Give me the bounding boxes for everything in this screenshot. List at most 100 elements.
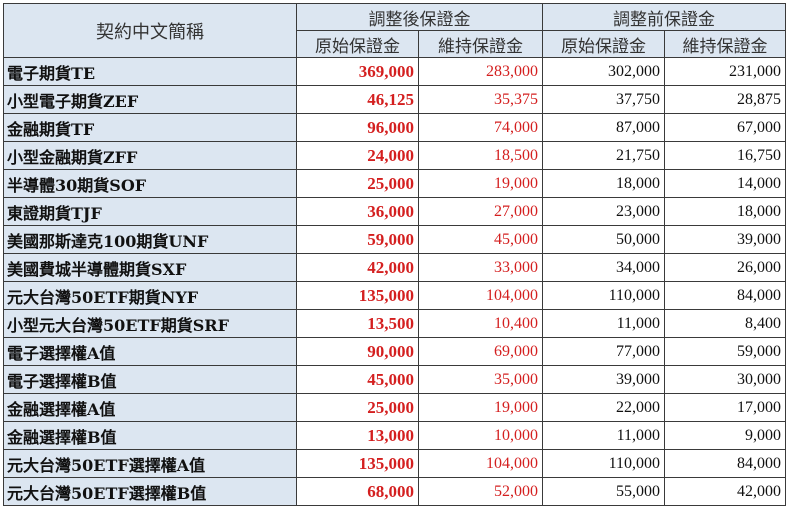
adjusted-maintenance-margin-cell: 10,000 (418, 421, 543, 450)
adjusted-maintenance-margin-cell: 35,375 (418, 85, 543, 114)
adjusted-maintenance-margin-cell: 283,000 (418, 57, 543, 86)
header-adjusted-maintenance: 維持保證金 (418, 30, 543, 58)
previous-maintenance-margin-cell: 8,400 (664, 309, 786, 338)
header-row-groups: 契約中文簡稱 調整後保證金 調整前保證金 (3, 3, 786, 58)
header-row-subcolumns: 原始保證金 維持保證金 原始保證金 維持保證金 (4, 30, 786, 58)
previous-initial-margin-cell: 39,000 (542, 365, 665, 394)
table-row: 金融選擇權A值 25,000 19,000 22,000 17,000 (3, 393, 786, 422)
header-previous-initial: 原始保證金 (542, 30, 665, 58)
contract-name-cell: 元大台灣50ETF選擇權B值 (3, 477, 297, 506)
header-adjusted-initial: 原始保證金 (296, 30, 419, 58)
adjusted-maintenance-margin-cell: 45,000 (418, 225, 543, 254)
table-row: 元大台灣50ETF選擇權A值 135,000 104,000 110,000 84,00… (3, 449, 786, 478)
adjusted-maintenance-margin-cell: 35,000 (418, 365, 543, 394)
table-row: 元大台灣50ETF選擇權B值 68,000 52,000 55,000 42,000 (3, 477, 786, 506)
adjusted-maintenance-margin-cell: 19,000 (418, 169, 543, 198)
previous-maintenance-margin-cell: 39,000 (664, 225, 786, 254)
table-row: 電子選擇權A值 90,000 69,000 77,000 59,000 (3, 337, 786, 366)
previous-initial-margin-cell: 37,750 (542, 85, 665, 114)
contract-name-cell: 美國那斯達克100期貨UNF (3, 225, 297, 254)
adjusted-initial-margin-cell: 135,000 (296, 449, 419, 478)
adjusted-maintenance-margin-cell: 27,000 (418, 197, 543, 226)
table-row: 小型元大台灣50ETF期貨SRF 13,500 10,400 11,000 8,400 (3, 309, 786, 338)
adjusted-maintenance-margin-cell: 69,000 (418, 337, 543, 366)
contract-name-cell: 半導體30期貨SOF (3, 169, 297, 198)
adjusted-initial-margin-cell: 59,000 (296, 225, 419, 254)
contract-name-cell: 小型電子期貨ZEF (3, 85, 297, 114)
header-previous-maintenance: 維持保證金 (664, 30, 786, 58)
previous-maintenance-margin-cell: 30,000 (664, 365, 786, 394)
contract-name-cell: 小型元大台灣50ETF期貨SRF (3, 309, 297, 338)
adjusted-initial-margin-cell: 46,125 (296, 85, 419, 114)
table-row: 東證期貨TJF 36,000 27,000 23,000 18,000 (3, 197, 786, 226)
previous-initial-margin-cell: 22,000 (542, 393, 665, 422)
adjusted-initial-margin-cell: 68,000 (296, 477, 419, 506)
previous-maintenance-margin-cell: 67,000 (664, 113, 786, 142)
table-row: 電子期貨TE 369,000 283,000 302,000 231,000 (3, 57, 786, 86)
previous-initial-margin-cell: 11,000 (542, 309, 665, 338)
table-header: 契約中文簡稱 調整後保證金 調整前保證金 原始保證金 維持保證金 原始保證金 維… (3, 3, 786, 58)
previous-maintenance-margin-cell: 16,750 (664, 141, 786, 170)
table-row: 金融選擇權B值 13,000 10,000 11,000 9,000 (3, 421, 786, 450)
table-row: 金融期貨TF 96,000 74,000 87,000 67,000 (3, 113, 786, 142)
previous-maintenance-margin-cell: 84,000 (664, 281, 786, 310)
adjusted-maintenance-margin-cell: 18,500 (418, 141, 543, 170)
contract-name-cell: 金融選擇權B值 (3, 421, 297, 450)
adjusted-maintenance-margin-cell: 104,000 (418, 449, 543, 478)
contract-name-cell: 東證期貨TJF (3, 197, 297, 226)
previous-initial-margin-cell: 77,000 (542, 337, 665, 366)
previous-maintenance-margin-cell: 28,875 (664, 85, 786, 114)
adjusted-initial-margin-cell: 90,000 (296, 337, 419, 366)
adjusted-maintenance-margin-cell: 19,000 (418, 393, 543, 422)
adjusted-initial-margin-cell: 13,000 (296, 421, 419, 450)
contract-name-cell: 元大台灣50ETF期貨NYF (3, 281, 297, 310)
previous-initial-margin-cell: 11,000 (542, 421, 665, 450)
table-row: 元大台灣50ETF期貨NYF 135,000 104,000 110,000 84,00… (3, 281, 786, 310)
contract-name-cell: 金融選擇權A值 (3, 393, 297, 422)
table-body: 電子期貨TE 369,000 283,000 302,000 231,000 小型電子期貨… (3, 57, 786, 506)
previous-initial-margin-cell: 18,000 (542, 169, 665, 198)
contract-name-cell: 小型金融期貨ZFF (3, 141, 297, 170)
adjusted-initial-margin-cell: 369,000 (296, 57, 419, 86)
previous-maintenance-margin-cell: 231,000 (664, 57, 786, 86)
adjusted-maintenance-margin-cell: 104,000 (418, 281, 543, 310)
header-previous-margin: 調整前保證金 (542, 3, 786, 31)
adjusted-initial-margin-cell: 25,000 (296, 393, 419, 422)
adjusted-initial-margin-cell: 13,500 (296, 309, 419, 338)
previous-initial-margin-cell: 110,000 (542, 449, 665, 478)
header-contract-name: 契約中文簡稱 (3, 3, 297, 58)
adjusted-initial-margin-cell: 36,000 (296, 197, 419, 226)
adjusted-maintenance-margin-cell: 74,000 (418, 113, 543, 142)
table-row: 電子選擇權B值 45,000 35,000 39,000 30,000 (3, 365, 786, 394)
margin-table: 契約中文簡稱 調整後保證金 調整前保證金 原始保證金 維持保證金 原始保證金 維… (3, 3, 786, 506)
contract-name-cell: 電子期貨TE (3, 57, 297, 86)
table-row: 小型電子期貨ZEF 46,125 35,375 37,750 28,875 (3, 85, 786, 114)
previous-maintenance-margin-cell: 17,000 (664, 393, 786, 422)
contract-name-cell: 電子選擇權B值 (3, 365, 297, 394)
previous-initial-margin-cell: 302,000 (542, 57, 665, 86)
previous-maintenance-margin-cell: 9,000 (664, 421, 786, 450)
previous-initial-margin-cell: 21,750 (542, 141, 665, 170)
adjusted-initial-margin-cell: 25,000 (296, 169, 419, 198)
table-row: 半導體30期貨SOF 25,000 19,000 18,000 14,000 (3, 169, 786, 198)
contract-name-cell: 金融期貨TF (3, 113, 297, 142)
previous-maintenance-margin-cell: 18,000 (664, 197, 786, 226)
previous-maintenance-margin-cell: 14,000 (664, 169, 786, 198)
adjusted-maintenance-margin-cell: 33,000 (418, 253, 543, 282)
adjusted-initial-margin-cell: 96,000 (296, 113, 419, 142)
table-row: 小型金融期貨ZFF 24,000 18,500 21,750 16,750 (3, 141, 786, 170)
contract-name-cell: 電子選擇權A值 (3, 337, 297, 366)
contract-name-cell: 元大台灣50ETF選擇權A值 (3, 449, 297, 478)
previous-maintenance-margin-cell: 26,000 (664, 253, 786, 282)
adjusted-maintenance-margin-cell: 52,000 (418, 477, 543, 506)
contract-name-cell: 美國費城半導體期貨SXF (3, 253, 297, 282)
table-row: 美國那斯達克100期貨UNF 59,000 45,000 50,000 39,000 (3, 225, 786, 254)
previous-initial-margin-cell: 34,000 (542, 253, 665, 282)
previous-initial-margin-cell: 55,000 (542, 477, 665, 506)
previous-initial-margin-cell: 87,000 (542, 113, 665, 142)
adjusted-initial-margin-cell: 135,000 (296, 281, 419, 310)
previous-initial-margin-cell: 110,000 (542, 281, 665, 310)
previous-initial-margin-cell: 50,000 (542, 225, 665, 254)
previous-initial-margin-cell: 23,000 (542, 197, 665, 226)
